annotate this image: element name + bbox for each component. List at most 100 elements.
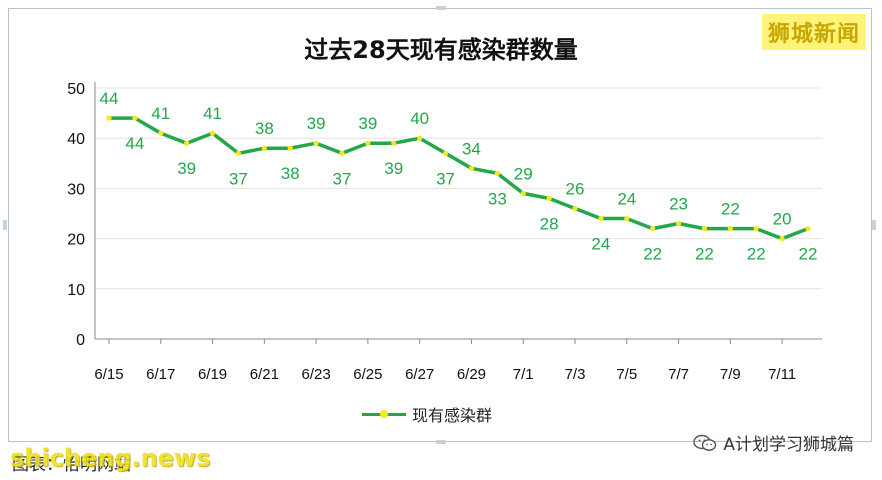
- x-tick-label: 6/15: [94, 366, 123, 383]
- data-point: [417, 135, 423, 141]
- x-tick-label: 7/1: [513, 366, 534, 383]
- data-label: 33: [488, 189, 507, 208]
- x-tick-label: 7/11: [768, 366, 796, 383]
- data-label: 38: [281, 164, 300, 183]
- data-point: [753, 225, 759, 232]
- x-tick-label: 6/21: [250, 366, 279, 383]
- data-point: [442, 150, 449, 156]
- watermark-site: shicheng.news: [10, 444, 211, 472]
- data-point: [572, 205, 578, 212]
- resize-handle-right[interactable]: [872, 220, 876, 230]
- data-point: [235, 150, 242, 156]
- data-label: 44: [125, 134, 144, 153]
- data-point: [391, 140, 397, 146]
- data-label: 34: [462, 139, 481, 158]
- data-point: [650, 225, 656, 232]
- x-tick-label: 6/23: [302, 366, 331, 383]
- series-line: [109, 116, 809, 241]
- x-tick-label: 6/29: [457, 366, 486, 383]
- x-tick-label: 6/19: [198, 366, 227, 383]
- x-tick-label: 7/3: [565, 366, 586, 383]
- brand-logo: 狮城新闻: [761, 14, 866, 50]
- y-tick-label: 40: [67, 131, 85, 148]
- x-tick-labels: 6/15 6/17 6/19 6/21 6/23 6/25 6/27 6/29 7/1 7/3 7/…: [94, 366, 796, 383]
- axes: [94, 82, 822, 344]
- resize-handle-bottom[interactable]: [436, 440, 446, 444]
- y-tick-label: 30: [67, 181, 85, 198]
- data-label: 37: [436, 169, 455, 188]
- account-name: A计划学习狮城篇: [723, 435, 854, 455]
- data-label: 37: [229, 169, 248, 188]
- data-point: [209, 130, 216, 136]
- series-line-path: [109, 116, 809, 241]
- data-point: [468, 165, 475, 171]
- data-point: [805, 225, 811, 232]
- legend-label: 现有感染群: [412, 406, 493, 425]
- data-label: 22: [695, 245, 714, 264]
- data-point: [675, 220, 682, 227]
- x-tick-label: 7/7: [668, 366, 689, 383]
- data-label: 44: [100, 89, 119, 108]
- data-point: [313, 140, 319, 146]
- data-label: 22: [747, 245, 766, 264]
- wechat-account: A计划学习狮城篇: [693, 430, 854, 455]
- chart-title: 过去28天现有感染群数量: [304, 36, 578, 64]
- data-label: 40: [410, 109, 429, 128]
- y-tick-label: 50: [67, 81, 85, 98]
- data-label: 26: [566, 179, 585, 198]
- data-point: [365, 140, 371, 146]
- wechat-icon: [693, 434, 717, 451]
- grid-lines: [95, 87, 822, 290]
- data-point: [287, 145, 293, 151]
- data-label: 24: [617, 190, 636, 209]
- data-point: [261, 145, 267, 151]
- x-tick-label: 6/27: [405, 366, 434, 383]
- data-label: 29: [514, 164, 533, 183]
- data-label: 22: [721, 200, 740, 219]
- legend: 现有感染群: [362, 402, 492, 426]
- data-point: [158, 130, 164, 136]
- data-point: [598, 215, 604, 222]
- data-label: 39: [177, 159, 196, 178]
- data-labels: 44 44 41 39 41 37 38 38 39 37 39 39 40 37 34 33 29 28 26 24…: [100, 89, 818, 263]
- data-label: 41: [151, 104, 170, 123]
- y-tick-labels: 0 10 20 30 40 50: [67, 81, 85, 349]
- data-point: [779, 236, 785, 242]
- data-point: [624, 215, 630, 222]
- data-point: [132, 115, 138, 121]
- y-tick-label: 10: [67, 282, 85, 299]
- x-tick-label: 7/9: [720, 366, 741, 383]
- x-tick-label: 6/25: [353, 366, 382, 383]
- y-tick-label: 20: [67, 232, 85, 249]
- data-label: 20: [773, 210, 792, 229]
- data-label: 41: [203, 104, 222, 123]
- data-label: 38: [255, 119, 274, 138]
- footer-caption: 图表：怡明网站: [12, 455, 131, 475]
- data-point: [184, 140, 190, 146]
- data-points: [106, 115, 811, 242]
- data-point: [520, 190, 526, 197]
- x-tick-label: 7/5: [616, 366, 637, 383]
- resize-handle-left[interactable]: [3, 220, 7, 230]
- chart-frame: [8, 8, 872, 442]
- data-point: [701, 225, 708, 232]
- y-tick-label: 0: [76, 332, 85, 349]
- data-label: 28: [540, 214, 559, 233]
- data-point: [494, 170, 500, 176]
- data-point: [106, 115, 112, 121]
- data-label: 37: [333, 169, 352, 188]
- x-tick-label: 6/17: [146, 366, 175, 383]
- data-label: 22: [643, 245, 662, 264]
- data-label: 24: [591, 235, 610, 254]
- resize-handle-top[interactable]: [436, 6, 446, 10]
- data-point: [546, 195, 552, 202]
- legend-swatch: [362, 408, 406, 420]
- data-label: 39: [358, 114, 377, 133]
- data-point: [727, 225, 733, 232]
- data-label: 22: [799, 245, 818, 264]
- data-label: 39: [307, 114, 326, 133]
- data-label: 39: [384, 159, 403, 178]
- data-point: [339, 150, 345, 156]
- legend-marker: [380, 410, 388, 418]
